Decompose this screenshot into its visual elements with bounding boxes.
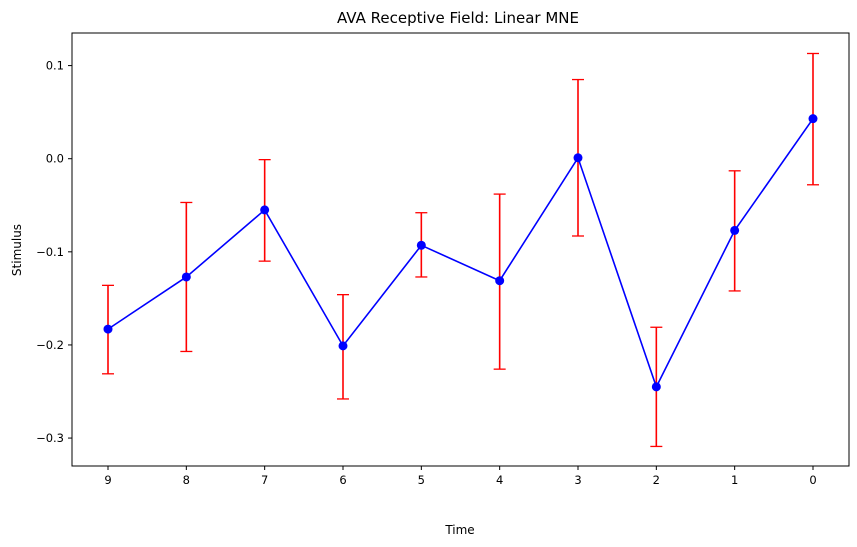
data-point	[495, 276, 505, 286]
x-tick-label: 7	[261, 473, 268, 487]
data-point	[808, 114, 818, 124]
y-tick-label: −0.3	[36, 431, 64, 445]
y-tick-label: 0.1	[46, 59, 64, 73]
x-tick-label: 9	[104, 473, 111, 487]
x-axis-label: Time	[444, 523, 474, 537]
data-point	[730, 225, 740, 235]
plot-frame	[71, 32, 850, 467]
series-line	[107, 118, 814, 389]
y-tick-label: −0.1	[36, 245, 64, 259]
y-axis-label: Stimulus	[10, 224, 24, 276]
x-tick-label: 0	[809, 473, 816, 487]
y-tick-label: 0.0	[46, 152, 64, 166]
x-tick-label: 6	[339, 473, 346, 487]
y-axis-ticks: −0.3 −0.2 −0.1 0.0 0.1	[36, 59, 72, 445]
y-tick-label: −0.2	[36, 338, 64, 352]
series-group	[103, 114, 818, 392]
x-tick-label: 8	[183, 473, 190, 487]
x-tick-label: 4	[496, 473, 503, 487]
x-tick-label: 3	[574, 473, 581, 487]
data-point	[416, 240, 426, 250]
data-point	[260, 205, 270, 215]
data-point	[573, 153, 583, 163]
data-point	[103, 324, 113, 334]
x-axis-ticks: 9 8 7 6 5 4 3 2 1 0	[104, 466, 817, 487]
chart-title: AVA Receptive Field: Linear MNE	[337, 9, 579, 27]
x-tick-label: 1	[731, 473, 738, 487]
x-tick-label: 2	[653, 473, 660, 487]
x-tick-label: 5	[418, 473, 425, 487]
data-point	[651, 382, 661, 392]
data-point	[181, 272, 191, 282]
data-point	[338, 341, 348, 351]
error-bars	[102, 52, 819, 448]
